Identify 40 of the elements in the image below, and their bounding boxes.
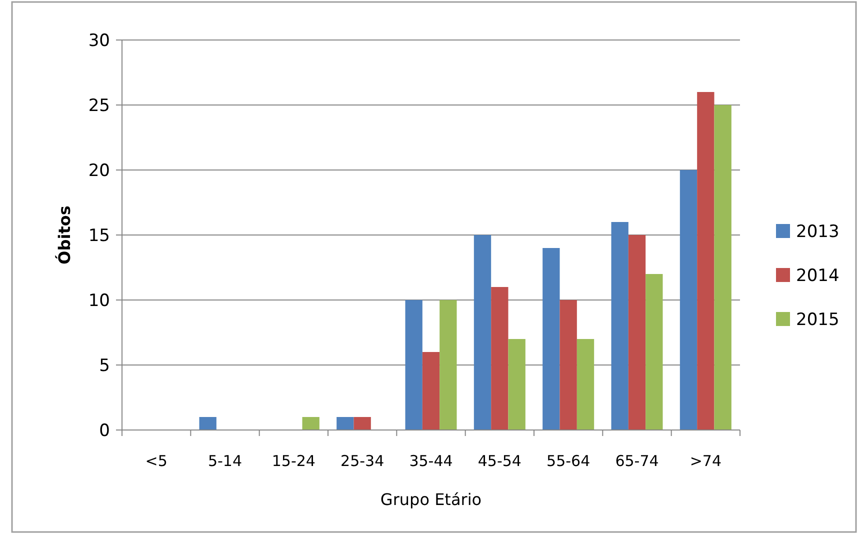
x-tick-label: 55-64 [546,452,590,470]
y-tick-label: 25 [88,96,110,116]
x-tick-label: 35-44 [409,452,453,470]
y-axis-title: Óbitos [55,206,74,264]
bar [336,417,354,430]
y-tick-label: 30 [88,30,110,51]
x-tick-label: 25-34 [340,452,384,470]
legend-label: 2015 [796,310,840,330]
legend-label: 2014 [796,266,840,286]
y-tick-label: 20 [88,160,110,181]
x-tick-label: 15-24 [272,452,316,470]
bar [714,105,732,430]
y-tick-label: 10 [88,290,110,311]
bar [199,417,216,430]
bar [422,352,440,430]
y-tick-label: 0 [99,420,110,441]
bar [611,222,628,430]
x-tick-label: 5-14 [208,452,242,470]
bar [440,300,457,430]
bar [354,417,371,430]
y-tick-label: 5 [99,356,110,376]
bar [576,339,594,430]
bar [405,300,422,430]
bar [491,287,508,430]
bar [628,235,646,430]
x-tick-label: <5 [145,452,168,470]
x-axis-title: Grupo Etário [380,490,482,509]
bar [474,235,492,430]
legend-label: 2013 [796,222,840,242]
bar [646,274,663,430]
bar [302,417,320,430]
bar [542,248,560,430]
x-tick-label: 45-54 [478,452,522,470]
bar [508,339,526,430]
x-tick-label: 65-74 [615,452,659,470]
bar [697,92,714,430]
x-tick-label: >74 [690,452,722,470]
bar [560,300,577,430]
y-tick-label: 15 [88,226,110,246]
bar [680,170,698,430]
